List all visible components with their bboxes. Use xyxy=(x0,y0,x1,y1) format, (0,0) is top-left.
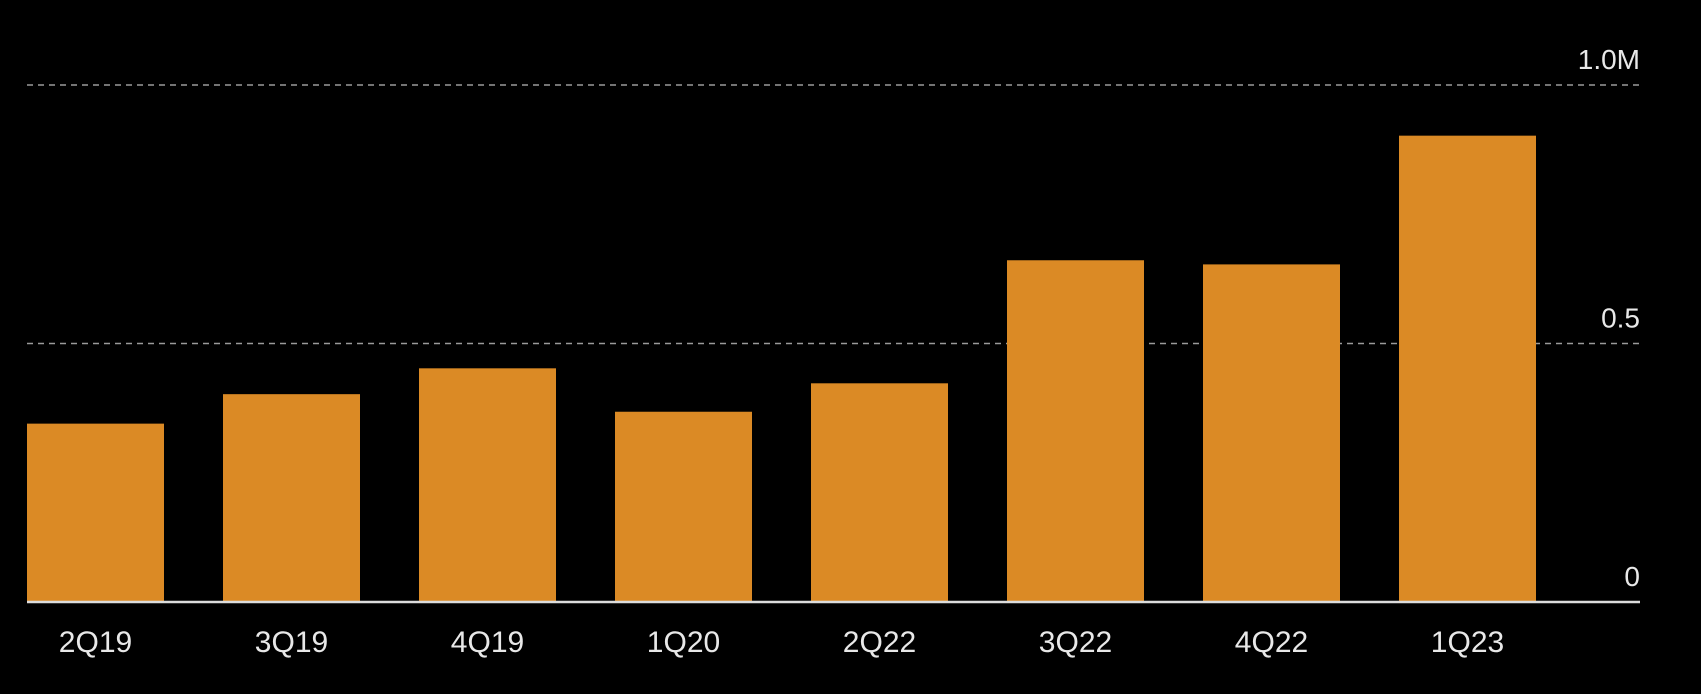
y-tick-label: 0.5 xyxy=(1601,303,1640,334)
bar-1q20 xyxy=(615,411,752,602)
bar-2q19 xyxy=(27,423,164,602)
x-tick-label: 1Q23 xyxy=(1431,626,1504,659)
bar-3q22 xyxy=(1007,260,1144,602)
bar-4q19 xyxy=(419,368,556,602)
x-tick-label: 3Q19 xyxy=(255,626,328,659)
x-tick-label: 4Q19 xyxy=(451,626,524,659)
x-tick-label: 1Q20 xyxy=(647,626,720,659)
x-tick-label: 3Q22 xyxy=(1039,626,1112,659)
bar-1q23 xyxy=(1399,135,1536,602)
y-tick-label: 1.0M xyxy=(1578,44,1640,75)
bar-4q22 xyxy=(1203,264,1340,602)
x-tick-label: 4Q22 xyxy=(1235,626,1308,659)
x-tick-label: 2Q19 xyxy=(59,626,132,659)
x-tick-label: 2Q22 xyxy=(843,626,916,659)
bar-2q22 xyxy=(811,383,948,602)
y-tick-label: 0 xyxy=(1624,561,1640,592)
bar-3q19 xyxy=(223,394,360,602)
